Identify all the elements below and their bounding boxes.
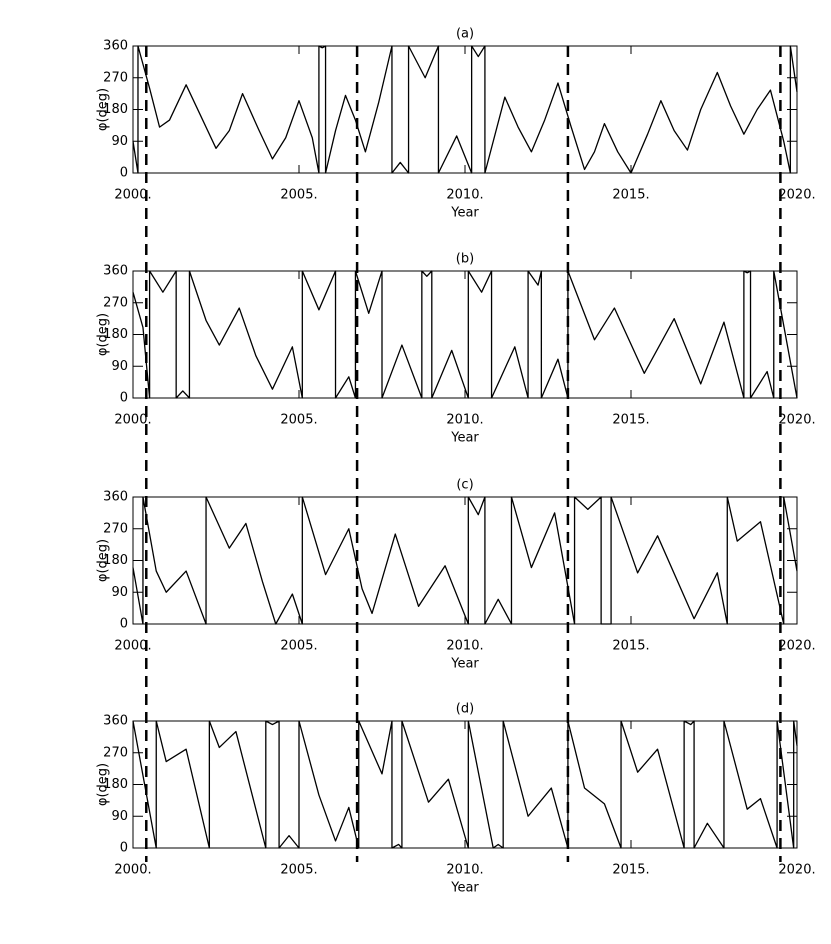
y-axis-label: φ(deg): [96, 763, 111, 806]
y-tick-label: 180: [103, 553, 128, 568]
x-tick-label: 2015.: [612, 413, 649, 428]
y-tick-label: 270: [103, 70, 128, 85]
x-tick-label: 2020.: [778, 863, 815, 878]
y-tick-label: 0: [120, 391, 128, 406]
phase-line: [132, 45, 798, 174]
plot-frame: [132, 496, 798, 625]
x-tick-label: 2015.: [612, 639, 649, 654]
y-tick-label: 90: [111, 585, 128, 600]
x-tick-label: 2010.: [446, 413, 483, 428]
phase-line: [132, 496, 798, 625]
x-tick-label: 2015.: [612, 863, 649, 878]
x-tick-label: 2020.: [778, 413, 815, 428]
x-tick-label: 2020.: [778, 639, 815, 654]
panel-title: (c): [456, 478, 473, 493]
y-tick-label: 360: [103, 264, 128, 279]
plot-frame: [132, 45, 798, 174]
y-tick-label: 90: [111, 809, 128, 824]
y-tick-label: 270: [103, 521, 128, 536]
x-tick-label: 2005.: [280, 639, 317, 654]
x-axis-label: Year: [450, 881, 479, 896]
x-tick-label: 2000.: [114, 188, 151, 203]
phase-line: [132, 720, 798, 849]
y-tick-label: 360: [103, 490, 128, 505]
y-tick-label: 270: [103, 295, 128, 310]
x-tick-label: 2000.: [114, 863, 151, 878]
panel-title: (a): [456, 27, 474, 42]
y-axis-label: φ(deg): [96, 539, 111, 582]
x-tick-label: 2010.: [446, 639, 483, 654]
x-tick-label: 2010.: [446, 188, 483, 203]
y-axis-label: φ(deg): [96, 313, 111, 356]
x-tick-label: 2005.: [280, 863, 317, 878]
y-tick-label: 180: [103, 327, 128, 342]
y-tick-label: 360: [103, 39, 128, 54]
y-tick-label: 270: [103, 745, 128, 760]
x-axis-label: Year: [450, 657, 479, 672]
x-tick-label: 2005.: [280, 188, 317, 203]
phase-line: [132, 270, 798, 399]
y-tick-label: 180: [103, 777, 128, 792]
y-tick-label: 0: [120, 841, 128, 856]
x-tick-label: 2015.: [612, 188, 649, 203]
plot-frame: [132, 270, 798, 399]
y-tick-label: 90: [111, 359, 128, 374]
y-tick-label: 360: [103, 714, 128, 729]
y-tick-label: 180: [103, 102, 128, 117]
x-tick-label: 2000.: [114, 413, 151, 428]
x-tick-label: 2010.: [446, 863, 483, 878]
y-tick-label: 90: [111, 134, 128, 149]
panel-title: (b): [456, 252, 474, 267]
x-tick-label: 2020.: [778, 188, 815, 203]
y-axis-label: φ(deg): [96, 88, 111, 131]
plot-frame: [132, 720, 798, 849]
y-tick-label: 0: [120, 617, 128, 632]
x-tick-label: 2000.: [114, 639, 151, 654]
y-tick-label: 0: [120, 166, 128, 181]
x-axis-label: Year: [450, 206, 479, 221]
x-axis-label: Year: [450, 431, 479, 446]
panel-title: (d): [456, 702, 474, 717]
x-tick-label: 2005.: [280, 413, 317, 428]
